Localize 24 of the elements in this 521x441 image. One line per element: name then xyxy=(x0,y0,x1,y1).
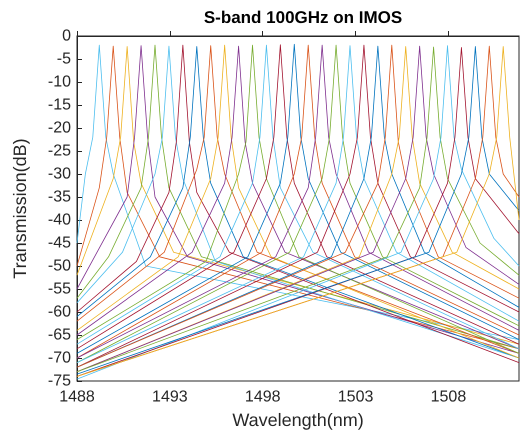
x-tick-label: 1508 xyxy=(430,388,466,406)
x-tick-label: 1503 xyxy=(338,388,374,406)
x-tick-label: 1498 xyxy=(244,388,281,406)
y-tick-label: -35 xyxy=(48,188,72,206)
y-tick-label: -10 xyxy=(48,74,72,90)
x-tick-label: 1488 xyxy=(59,388,95,406)
y-axis-title: Transmission(dB) xyxy=(10,138,30,279)
y-tick-label: -40 xyxy=(48,212,72,228)
y-tick-label: -5 xyxy=(56,50,72,68)
x-tick-label: 1493 xyxy=(152,388,188,406)
y-tick-label: -70 xyxy=(48,350,72,366)
y-tick-label: -15 xyxy=(48,96,72,114)
y-tick-label: -65 xyxy=(48,326,72,344)
y-tick-label: -20 xyxy=(48,120,72,136)
x-axis-title: Wavelength(nm) xyxy=(232,410,364,430)
y-tick-label: -30 xyxy=(48,166,72,182)
chart-title: S-band 100GHz on IMOS xyxy=(204,8,402,27)
y-tick-label: -50 xyxy=(48,258,72,274)
y-tick-label: -75 xyxy=(48,372,72,390)
y-tick-label: -45 xyxy=(48,234,72,252)
y-tick-label: -60 xyxy=(48,304,72,320)
y-tick-label: 0 xyxy=(62,28,72,44)
y-tick-label: -55 xyxy=(48,280,72,298)
y-tick-label: -25 xyxy=(48,142,72,160)
